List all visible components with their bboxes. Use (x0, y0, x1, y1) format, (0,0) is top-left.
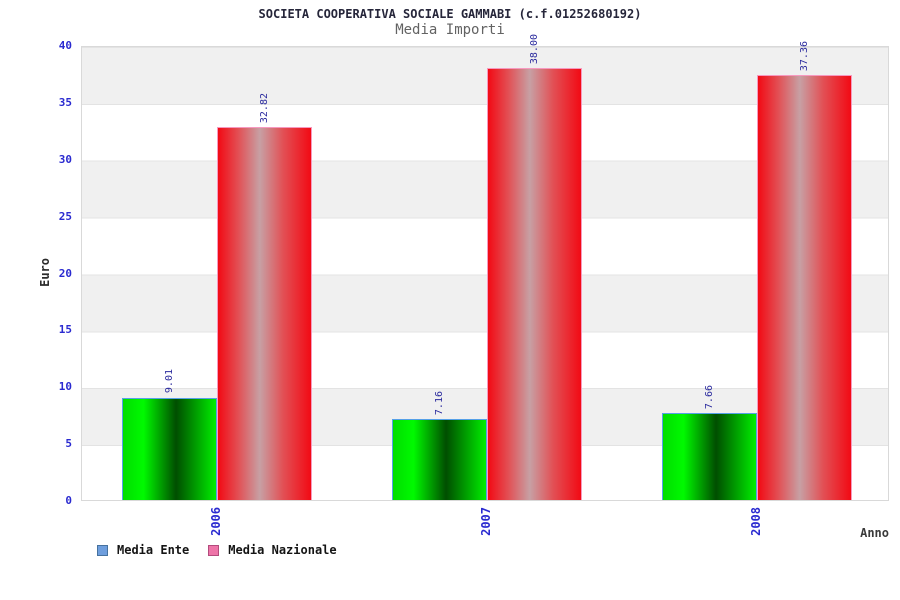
legend-item-media-nazionale: Media Nazionale (208, 543, 337, 558)
x-axis-title: Anno (860, 526, 889, 540)
legend-label-media-nazionale: Media Nazionale (228, 543, 337, 557)
bar-media-ente-2006 (122, 397, 217, 500)
bar-media-nazionale-2008 (757, 75, 852, 500)
bar-value-label-2007-ente: 7.16 (433, 390, 445, 415)
legend-swatch-media-ente (97, 545, 108, 556)
bar-media-ente-2008 (662, 412, 757, 500)
chart-subtitle: Media Importi (395, 22, 505, 38)
y-tick-label-35: 35 (58, 95, 72, 109)
y-tick-label-0: 0 (65, 494, 72, 507)
bar-media-nazionale-2006 (217, 126, 312, 500)
bar-media-ente-2007 (392, 418, 487, 500)
chart-title: SOCIETA COOPERATIVA SOCIALE GAMMABI (c.f… (258, 7, 642, 21)
y-tick-label-10: 10 (58, 380, 72, 394)
bar-value-label-2008-ente: 7.66 (703, 384, 715, 409)
bar-media-nazionale-2007 (487, 67, 582, 500)
y-tick-label-15: 15 (58, 323, 72, 337)
y-tick-label-25: 25 (58, 209, 72, 223)
y-tick-label-20: 20 (58, 266, 72, 280)
bar-value-label-2008-nazionale: 37.36 (798, 40, 810, 71)
legend-swatch-media-nazionale (208, 545, 220, 556)
bar-value-label-2006-ente: 9.01 (163, 369, 175, 394)
legend: Media Ente Media Nazionale (97, 543, 337, 558)
y-tick-label-30: 30 (58, 152, 72, 166)
bar-value-label-2007-nazionale: 38.00 (528, 33, 540, 64)
plot-area: 9.01 32.82 7.16 38.00 7.66 37.36 (81, 34, 889, 501)
y-tick-label-5: 5 (65, 437, 72, 451)
legend-item-media-ente: Media Ente (97, 543, 189, 558)
legend-label-media-ente: Media Ente (117, 543, 190, 557)
bar-value-label-2006-nazionale: 32.82 (258, 92, 270, 123)
y-tick-label-40: 40 (58, 39, 72, 52)
